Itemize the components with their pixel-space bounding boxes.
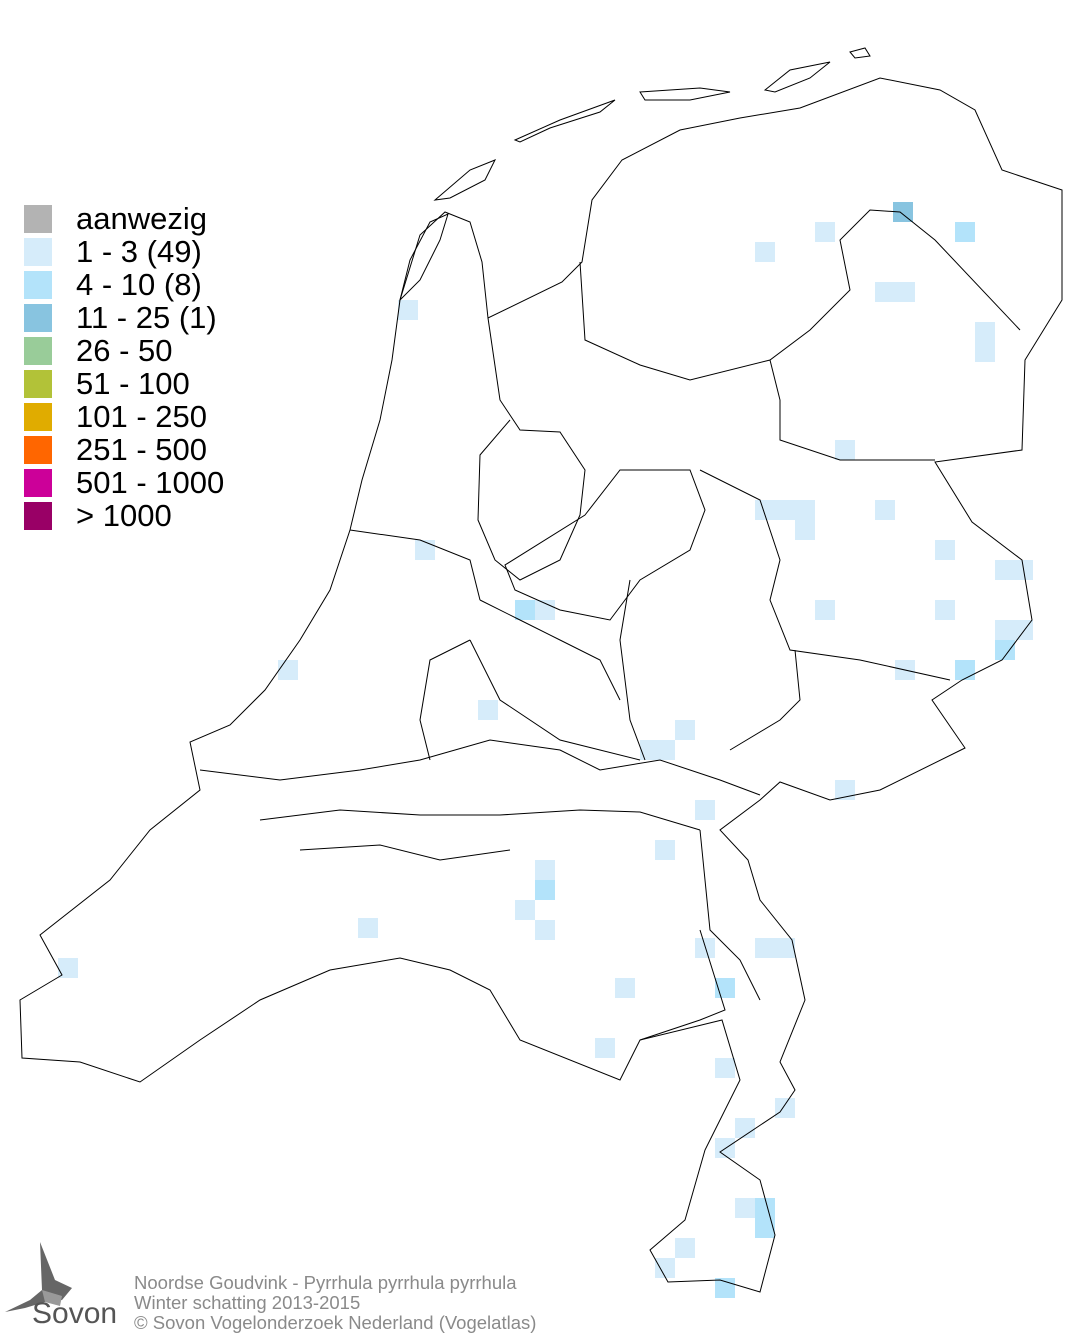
grid-cell [995, 560, 1015, 580]
grid-cell [735, 1198, 755, 1218]
grid-cell [535, 600, 555, 620]
legend-swatch [24, 303, 52, 332]
legend-swatch [24, 501, 52, 530]
legend-item: 1 - 3 (49) [24, 235, 224, 268]
grid-cell [535, 860, 555, 880]
grid-cell [775, 1098, 795, 1118]
grid-cell [975, 322, 995, 342]
grid-cell [995, 640, 1015, 660]
legend-item: 251 - 500 [24, 433, 224, 466]
grid-cell [535, 920, 555, 940]
grid-cells [58, 202, 1033, 1298]
grid-cell [675, 1238, 695, 1258]
legend-item: 101 - 250 [24, 400, 224, 433]
legend-label: aanwezig [76, 201, 207, 236]
wadden-islands [399, 47, 871, 302]
legend-swatch [24, 468, 52, 497]
legend-item: 51 - 100 [24, 367, 224, 400]
grid-cell [735, 1118, 755, 1138]
grid-cell [815, 600, 835, 620]
grid-cell [398, 300, 418, 320]
legend-swatch [24, 369, 52, 398]
copyright-text: © Sovon Vogelonderzoek Nederland (Vogela… [134, 1312, 537, 1333]
grid-cell [755, 500, 775, 520]
grid-cell [358, 918, 378, 938]
grid-cell [515, 900, 535, 920]
legend-label: > 1000 [76, 498, 172, 533]
legend-label: 4 - 10 (8) [76, 267, 202, 302]
grid-cell [895, 282, 915, 302]
legend-item: 4 - 10 (8) [24, 268, 224, 301]
species-name: Noordse Goudvink - Pyrrhula pyrrhula pyr… [134, 1272, 517, 1293]
legend-swatch [24, 336, 52, 365]
logo-text: Sovon [32, 1297, 118, 1330]
map-caption: Noordse Goudvink - Pyrrhula pyrrhula pyr… [134, 1273, 536, 1333]
grid-cell [995, 620, 1015, 640]
legend-item: 11 - 25 (1) [24, 301, 224, 334]
grid-cell [775, 500, 795, 520]
grid-cell [595, 1038, 615, 1058]
country-outline [19, 47, 1063, 1293]
grid-cell [478, 700, 498, 720]
mainland-outline [19, 77, 1063, 1293]
legend-item: > 1000 [24, 499, 224, 532]
grid-cell [715, 1138, 735, 1158]
season-label: Winter schatting 2013-2015 [134, 1292, 361, 1313]
legend-swatch [24, 435, 52, 464]
grid-cell [715, 1058, 735, 1078]
legend-swatch [24, 402, 52, 431]
grid-cell [755, 1198, 775, 1218]
grid-cell [655, 740, 675, 760]
grid-cell [935, 600, 955, 620]
legend-label: 51 - 100 [76, 366, 190, 401]
grid-cell [835, 440, 855, 460]
grid-cell [975, 342, 995, 362]
legend-swatch [24, 204, 52, 233]
legend-label: 251 - 500 [76, 432, 207, 467]
legend-item: 501 - 1000 [24, 466, 224, 499]
grid-cell [675, 720, 695, 740]
grid-cell [415, 540, 435, 560]
grid-cell [955, 660, 975, 680]
province-borders [349, 209, 1021, 1041]
grid-cell [655, 840, 675, 860]
sovon-bird-logo-icon [5, 1242, 72, 1312]
grid-cell [795, 500, 815, 520]
grid-cell [875, 282, 895, 302]
legend-label: 101 - 250 [76, 399, 207, 434]
grid-cell [875, 500, 895, 520]
grid-cell [535, 880, 555, 900]
legend-label: 11 - 25 (1) [76, 300, 217, 335]
grid-cell [755, 242, 775, 262]
grid-cell [775, 938, 795, 958]
grid-cell [955, 222, 975, 242]
flevoland-outline [504, 469, 706, 621]
grid-cell [1013, 560, 1033, 580]
grid-cell [278, 660, 298, 680]
legend-swatch [24, 237, 52, 266]
legend-label: 26 - 50 [76, 333, 173, 368]
grid-cell [815, 222, 835, 242]
legend-item: 26 - 50 [24, 334, 224, 367]
legend-label: 501 - 1000 [76, 465, 225, 500]
grid-cell [755, 938, 775, 958]
grid-cell [835, 780, 855, 800]
legend-label: 1 - 3 (49) [76, 234, 202, 269]
grid-cell [795, 520, 815, 540]
grid-cell [615, 978, 635, 998]
grid-cell [935, 540, 955, 560]
grid-cell [655, 1258, 675, 1278]
river-lines [199, 639, 761, 861]
ijsselmeer-outline [477, 317, 586, 581]
legend-swatch [24, 270, 52, 299]
grid-cell [695, 800, 715, 820]
legend: aanwezig 1 - 3 (49) 4 - 10 (8) 11 - 25 (1) 2… [24, 202, 224, 532]
grid-cell [515, 600, 535, 620]
grid-cell [755, 1218, 775, 1238]
legend-item: aanwezig [24, 202, 224, 235]
grid-cell [695, 938, 715, 958]
grid-cell [58, 958, 78, 978]
grid-cell [893, 202, 913, 222]
